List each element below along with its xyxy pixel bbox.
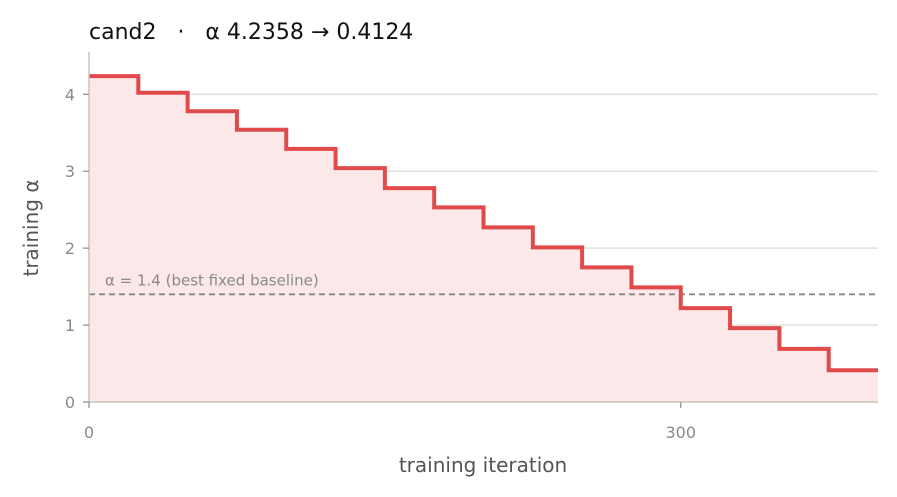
x-axis-label: training iteration <box>399 453 567 477</box>
area-fill <box>89 76 878 403</box>
x-tick-label: 0 <box>84 423 94 442</box>
y-axis-ticks: 0 1 2 3 4 <box>65 85 89 412</box>
baseline-reference-label: α = 1.4 (best fixed baseline) <box>105 271 319 289</box>
y-axis-label: training α <box>19 179 43 276</box>
alpha-step-line <box>89 74 878 373</box>
x-tick-label: 300 <box>665 423 696 442</box>
y-tick-label: 1 <box>65 316 75 335</box>
y-tick-label: 3 <box>65 162 75 181</box>
chart-title: cand2 · α 4.2358 → 0.4124 <box>89 20 413 45</box>
y-tick-label: 2 <box>65 239 75 258</box>
y-tick-label: 4 <box>65 85 75 104</box>
y-tick-label: 0 <box>65 393 75 412</box>
x-axis-ticks: 0 300 <box>84 402 696 442</box>
